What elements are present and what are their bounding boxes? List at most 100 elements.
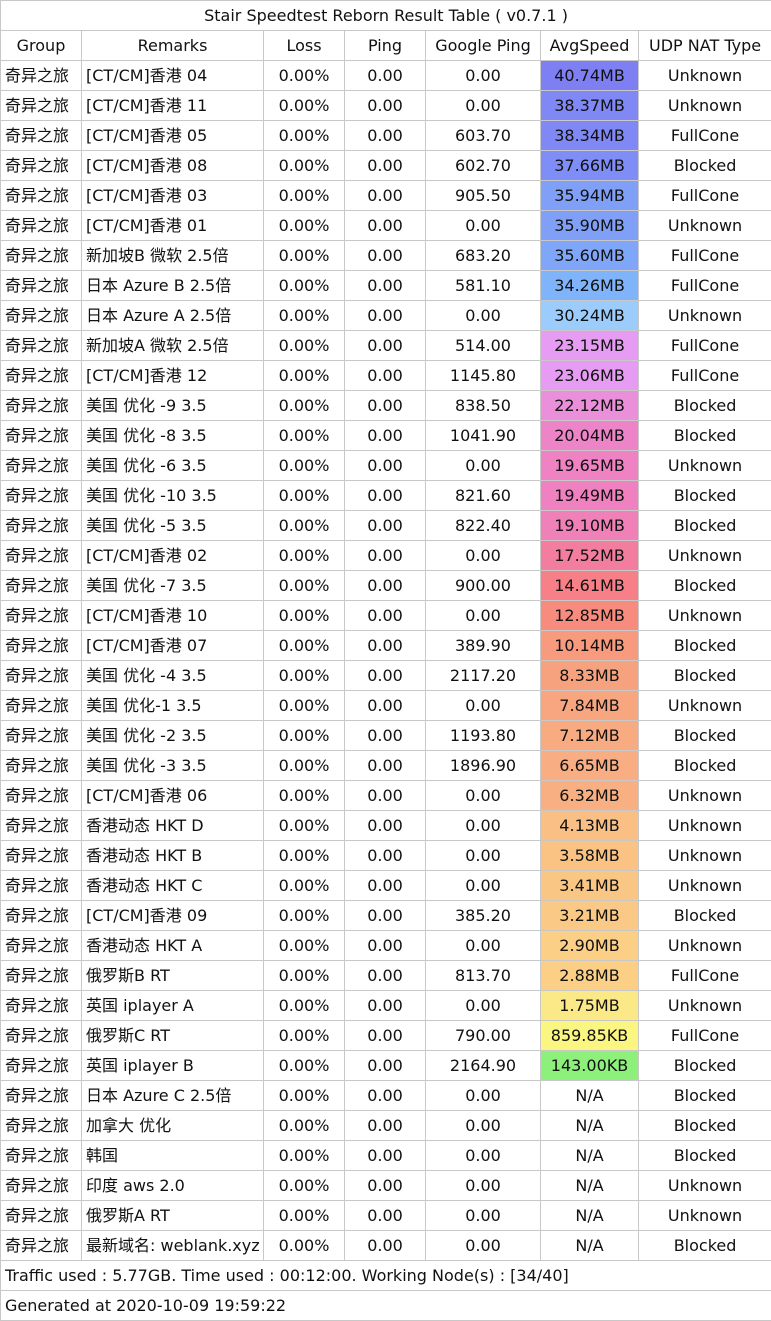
cell-remarks: 最新域名: weblank.xyz — [82, 1231, 264, 1261]
cell-ping: 0.00 — [345, 721, 426, 751]
cell-avg-speed: 6.65MB — [541, 751, 639, 781]
cell-google-ping: 602.70 — [426, 151, 541, 181]
cell-udp-nat-type: Unknown — [639, 781, 771, 811]
cell-udp-nat-type: FullCone — [639, 271, 771, 301]
cell-google-ping: 385.20 — [426, 901, 541, 931]
cell-udp-nat-type: Blocked — [639, 721, 771, 751]
cell-avg-speed: 19.10MB — [541, 511, 639, 541]
cell-loss: 0.00% — [264, 451, 345, 481]
cell-ping: 0.00 — [345, 901, 426, 931]
cell-ping: 0.00 — [345, 571, 426, 601]
cell-ping: 0.00 — [345, 631, 426, 661]
cell-remarks: 日本 Azure A 2.5倍 — [82, 301, 264, 331]
cell-group: 奇异之旅 — [1, 691, 82, 721]
cell-google-ping: 0.00 — [426, 1171, 541, 1201]
cell-loss: 0.00% — [264, 1081, 345, 1111]
cell-remarks: 日本 Azure C 2.5倍 — [82, 1081, 264, 1111]
cell-remarks: 加拿大 优化 — [82, 1111, 264, 1141]
cell-udp-nat-type: Blocked — [639, 1141, 771, 1171]
cell-ping: 0.00 — [345, 661, 426, 691]
cell-remarks: 日本 Azure B 2.5倍 — [82, 271, 264, 301]
cell-loss: 0.00% — [264, 631, 345, 661]
cell-google-ping: 838.50 — [426, 391, 541, 421]
cell-group: 奇异之旅 — [1, 961, 82, 991]
cell-avg-speed: N/A — [541, 1201, 639, 1231]
cell-remarks: [CT/CM]香港 03 — [82, 181, 264, 211]
cell-group: 奇异之旅 — [1, 781, 82, 811]
cell-google-ping: 1896.90 — [426, 751, 541, 781]
cell-ping: 0.00 — [345, 211, 426, 241]
cell-google-ping: 2117.20 — [426, 661, 541, 691]
cell-ping: 0.00 — [345, 961, 426, 991]
cell-group: 奇异之旅 — [1, 61, 82, 91]
cell-group: 奇异之旅 — [1, 481, 82, 511]
cell-ping: 0.00 — [345, 1201, 426, 1231]
cell-udp-nat-type: Blocked — [639, 1081, 771, 1111]
cell-google-ping: 822.40 — [426, 511, 541, 541]
cell-google-ping: 0.00 — [426, 211, 541, 241]
table-title: Stair Speedtest Reborn Result Table ( v0… — [1, 1, 771, 31]
column-header-loss: Loss — [264, 31, 345, 61]
cell-avg-speed: 19.65MB — [541, 451, 639, 481]
cell-group: 奇异之旅 — [1, 871, 82, 901]
cell-loss: 0.00% — [264, 901, 345, 931]
cell-remarks: 美国 优化 -3 3.5 — [82, 751, 264, 781]
cell-loss: 0.00% — [264, 331, 345, 361]
cell-remarks: [CT/CM]香港 09 — [82, 901, 264, 931]
cell-remarks: 香港动态 HKT C — [82, 871, 264, 901]
cell-avg-speed: 17.52MB — [541, 541, 639, 571]
cell-avg-speed: N/A — [541, 1141, 639, 1171]
cell-remarks: 韩国 — [82, 1141, 264, 1171]
cell-udp-nat-type: Unknown — [639, 1171, 771, 1201]
cell-remarks: [CT/CM]香港 05 — [82, 121, 264, 151]
cell-ping: 0.00 — [345, 421, 426, 451]
cell-ping: 0.00 — [345, 481, 426, 511]
cell-remarks: [CT/CM]香港 02 — [82, 541, 264, 571]
cell-loss: 0.00% — [264, 931, 345, 961]
cell-udp-nat-type: Blocked — [639, 1231, 771, 1261]
cell-google-ping: 1041.90 — [426, 421, 541, 451]
cell-ping: 0.00 — [345, 871, 426, 901]
cell-ping: 0.00 — [345, 841, 426, 871]
cell-google-ping: 900.00 — [426, 571, 541, 601]
cell-avg-speed: N/A — [541, 1171, 639, 1201]
cell-udp-nat-type: Unknown — [639, 601, 771, 631]
cell-ping: 0.00 — [345, 391, 426, 421]
cell-udp-nat-type: Blocked — [639, 481, 771, 511]
cell-remarks: [CT/CM]香港 08 — [82, 151, 264, 181]
cell-udp-nat-type: FullCone — [639, 961, 771, 991]
cell-loss: 0.00% — [264, 841, 345, 871]
cell-group: 奇异之旅 — [1, 601, 82, 631]
cell-group: 奇异之旅 — [1, 301, 82, 331]
cell-avg-speed: 2.88MB — [541, 961, 639, 991]
cell-remarks: 英国 iplayer A — [82, 991, 264, 1021]
cell-udp-nat-type: Unknown — [639, 1201, 771, 1231]
cell-avg-speed: 38.37MB — [541, 91, 639, 121]
column-header-ping: Ping — [345, 31, 426, 61]
cell-group: 奇异之旅 — [1, 751, 82, 781]
cell-remarks: 香港动态 HKT D — [82, 811, 264, 841]
cell-loss: 0.00% — [264, 781, 345, 811]
cell-loss: 0.00% — [264, 271, 345, 301]
cell-ping: 0.00 — [345, 1021, 426, 1051]
cell-google-ping: 813.70 — [426, 961, 541, 991]
cell-avg-speed: 4.13MB — [541, 811, 639, 841]
cell-google-ping: 1145.80 — [426, 361, 541, 391]
